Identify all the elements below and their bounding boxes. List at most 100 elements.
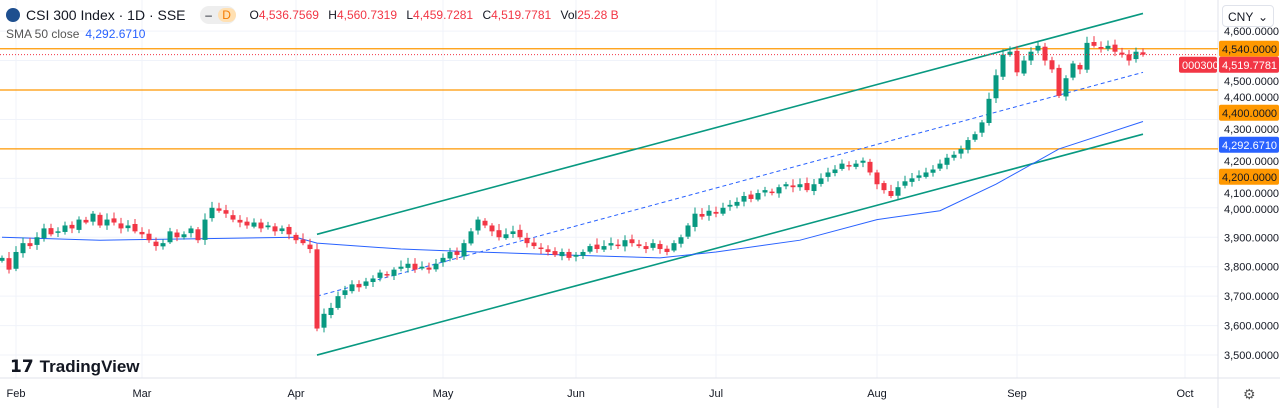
candle <box>1063 75 1069 101</box>
candle <box>888 184 894 199</box>
candle <box>251 218 257 229</box>
candle-body <box>433 263 439 270</box>
candle-body <box>1091 41 1097 46</box>
candle <box>174 229 180 242</box>
candle <box>524 232 530 248</box>
price-tag-4400: 4,400.0000 <box>1222 108 1277 120</box>
currency-select[interactable]: CNY ⌄ <box>1222 5 1274 27</box>
price-tag-close-bg <box>1219 56 1279 73</box>
candle-body <box>650 243 656 248</box>
candle <box>48 223 54 237</box>
minus-icon: – <box>205 8 212 22</box>
candle <box>405 257 411 273</box>
price-tick-label: 4,600.0000 <box>1224 26 1279 38</box>
candle <box>370 275 376 288</box>
candle <box>762 186 768 197</box>
candle-body <box>979 122 985 133</box>
candle-body <box>1000 54 1006 77</box>
candle <box>1098 41 1104 53</box>
candle <box>433 259 439 272</box>
candle-body <box>475 219 481 231</box>
price-tick-label: 4,300.0000 <box>1224 124 1279 136</box>
candle <box>825 167 831 182</box>
candle <box>1035 41 1041 54</box>
interval-badge[interactable]: – D <box>199 6 236 24</box>
candle-body <box>202 219 208 240</box>
candle <box>1000 49 1006 80</box>
price-tick-label: 4,100.0000 <box>1224 188 1279 200</box>
candle <box>811 178 817 196</box>
candle <box>0 255 5 263</box>
candle <box>965 137 971 154</box>
candle <box>839 159 845 171</box>
candle <box>160 239 166 250</box>
candle <box>41 223 47 242</box>
candle <box>1133 47 1139 63</box>
time-tick-label: Oct <box>1176 388 1193 400</box>
candle-body <box>587 246 593 252</box>
price-tick-label: 4,500.0000 <box>1224 76 1279 88</box>
candle-body <box>20 243 26 254</box>
time-tick-label: Aug <box>867 388 887 400</box>
symbol-title[interactable]: CSI 300 Index · 1D · SSE <box>26 7 186 23</box>
channel-lower-line <box>316 133 1144 356</box>
candle-body <box>1133 51 1139 60</box>
candle-body <box>629 239 635 244</box>
candle-body <box>762 190 768 193</box>
candle-body <box>132 223 138 232</box>
candle-body <box>1105 45 1111 49</box>
candle-body <box>454 251 460 255</box>
candle-body <box>727 204 733 207</box>
candle-body <box>496 230 502 238</box>
candle-body <box>713 211 719 214</box>
candle <box>1070 60 1076 81</box>
candle-body <box>895 187 901 196</box>
candle <box>489 223 495 237</box>
sma-legend[interactable]: SMA 50 close 4,292.6710 <box>6 27 146 41</box>
candle-body <box>118 223 124 229</box>
candle <box>804 177 810 193</box>
candle <box>741 191 747 207</box>
candle-body <box>566 251 572 258</box>
candle <box>342 285 348 299</box>
candle <box>685 223 691 240</box>
candle <box>419 261 425 271</box>
candle <box>384 271 390 278</box>
candle <box>566 248 572 261</box>
candle-body <box>1098 47 1104 49</box>
candle <box>594 238 600 253</box>
candle-body <box>27 243 33 247</box>
candle-body <box>181 234 187 238</box>
candle-body <box>300 239 306 244</box>
candle <box>573 251 579 262</box>
candle <box>349 280 355 294</box>
price-tag-4540-bg <box>1219 40 1279 57</box>
candle-body <box>97 214 103 226</box>
symbol-logo-icon <box>6 8 20 22</box>
candle-body <box>664 248 670 252</box>
candle <box>195 226 201 244</box>
candle-body <box>881 183 887 191</box>
candle <box>104 213 110 230</box>
candle-body <box>125 225 131 229</box>
candle-body <box>1070 63 1076 78</box>
candle-body <box>90 213 96 222</box>
price-tag-close: 4,519.7781 <box>1222 60 1277 72</box>
candle <box>167 227 173 245</box>
candle <box>958 145 964 159</box>
candle-body <box>944 157 950 165</box>
candle-body <box>853 163 859 167</box>
candle <box>286 224 292 240</box>
candle-body <box>440 257 446 263</box>
candle-body <box>188 228 194 234</box>
price-tick-label: 3,700.0000 <box>1224 291 1279 303</box>
candle-body <box>377 272 383 278</box>
candle <box>307 238 313 254</box>
candle <box>1021 55 1027 76</box>
candle <box>1056 64 1062 98</box>
candle-body <box>1063 78 1069 97</box>
candle-body <box>951 154 957 158</box>
gear-icon[interactable]: ⚙ <box>1243 386 1256 402</box>
candle <box>699 208 705 220</box>
